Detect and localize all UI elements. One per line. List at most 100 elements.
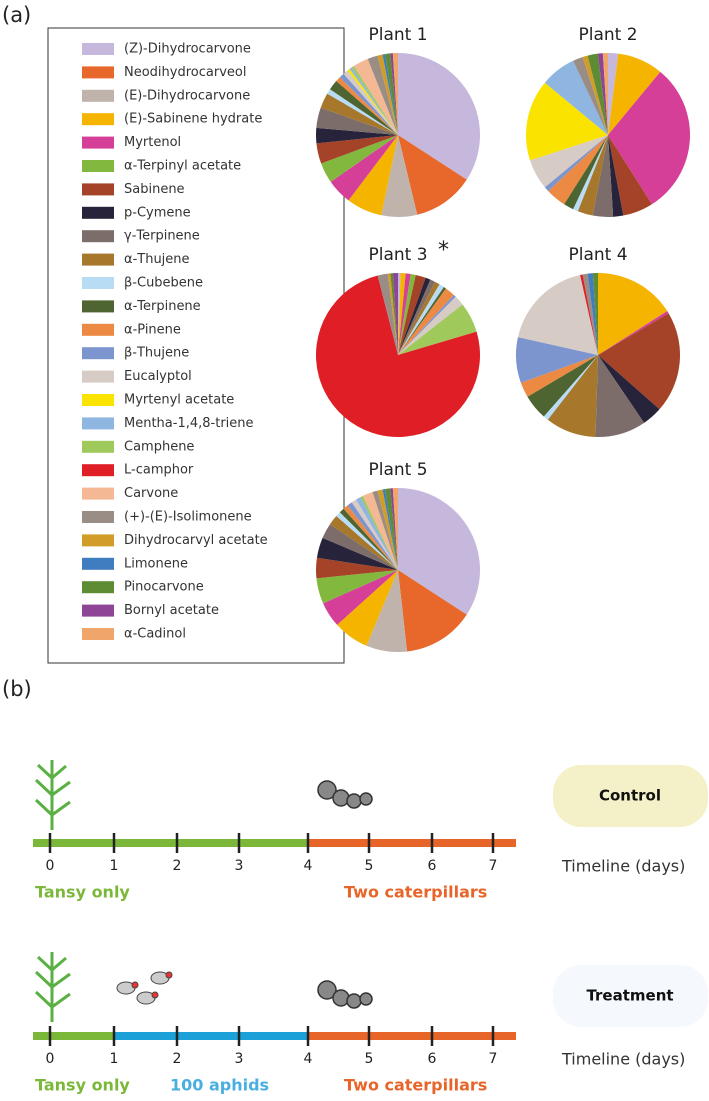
segment-label: 100 aphids (170, 1076, 269, 1095)
pie-slice (398, 273, 401, 355)
legend-swatch (82, 417, 114, 430)
legend-swatch (82, 89, 114, 102)
timeline-segment (308, 839, 516, 847)
pie-slice (316, 557, 398, 579)
timeline-tick-label: 6 (428, 1051, 437, 1067)
pie-slice (347, 502, 398, 570)
timeline-tick-label: 5 (365, 858, 374, 874)
pie-slice (329, 516, 398, 570)
segment-label: Two caterpillars (344, 1076, 487, 1095)
pie-slice (602, 53, 608, 135)
pie-slice (548, 135, 608, 205)
pie-slice (398, 53, 481, 180)
legend-swatch (82, 206, 114, 219)
pie-slice (385, 488, 398, 570)
pie-slice (349, 67, 398, 135)
pie-slice (564, 135, 608, 210)
timeline-tick-label: 1 (110, 1051, 119, 1067)
segment-label: Two caterpillars (344, 883, 487, 902)
legend-label: p-Cymene (124, 205, 191, 220)
pie-slice (398, 304, 477, 355)
pie-slice (347, 68, 398, 135)
pie-slice (336, 512, 398, 570)
pie-slice (327, 89, 398, 135)
legend-swatch (82, 487, 114, 500)
pie-slice (366, 570, 408, 652)
pie-slice (592, 273, 598, 355)
pie-slice (392, 488, 398, 570)
pie-slice (608, 135, 652, 216)
pie-slice (530, 135, 608, 188)
axis-label: Timeline (days) (561, 857, 685, 876)
pie-slice (598, 313, 680, 410)
pie-slice (398, 287, 446, 355)
legend-swatch (82, 183, 114, 196)
timeline-tick-label: 1 (110, 858, 119, 874)
pie-slice (329, 81, 398, 135)
pie-slice (582, 55, 608, 135)
pie-slice (323, 570, 398, 625)
pie-slice (398, 284, 444, 355)
pie-slice (322, 524, 398, 570)
legend-label: L-camphor (124, 463, 194, 478)
pie-slice (372, 490, 398, 570)
pie-slice (598, 273, 668, 355)
pie-slice (336, 77, 398, 135)
pie-slice (360, 495, 398, 570)
pie-slice (351, 65, 398, 135)
timeline-tick-label: 4 (304, 858, 313, 874)
pie-slice (343, 505, 398, 570)
pie-slice (398, 570, 467, 652)
legend-swatch (82, 628, 114, 640)
legend-label: Eucalyptol (124, 369, 192, 384)
legend-swatch (82, 136, 114, 149)
pie-slice (316, 107, 398, 135)
pie-slice (597, 53, 608, 136)
pie-slice (382, 489, 398, 570)
legend-swatch (82, 160, 114, 172)
legend-swatch (82, 534, 114, 547)
pie-slice (398, 288, 454, 355)
legend-label: Dihydrocarvyl acetate (124, 533, 268, 548)
aphid-icon (116, 971, 173, 1005)
legend-label: Mentha-1,4,8-triene (124, 416, 254, 431)
legend-label: Myrtenyl acetate (124, 393, 234, 408)
legend-label: γ-Terpinene (124, 229, 200, 244)
legend-label: (+)-(E)-Isolimonene (124, 510, 252, 525)
timeline-tick-label: 6 (428, 858, 437, 874)
pie-slice (547, 355, 598, 437)
timeline-tick-label: 2 (173, 858, 182, 874)
pie-slice (398, 277, 431, 355)
pie-slice (398, 281, 440, 355)
panel-label: (b) (2, 677, 32, 701)
legend-label: α-Terpinene (124, 299, 201, 314)
row-label: Control (599, 787, 661, 805)
pie-slice (316, 135, 398, 164)
pie-slice (598, 311, 669, 355)
legend-swatch (82, 440, 114, 453)
pie-slice (351, 499, 398, 570)
pie-slice (367, 55, 398, 135)
timeline-tick-label: 3 (235, 858, 244, 874)
legend-swatch (82, 277, 114, 289)
legend-swatch (82, 347, 114, 360)
panel-label: (a) (2, 3, 31, 27)
pie-slice (321, 135, 398, 182)
pie-title: Plant 1 (368, 25, 427, 45)
legend-label: Bornyl acetate (124, 603, 219, 618)
pie-slice (398, 296, 463, 355)
pie-slice (339, 508, 398, 570)
timeline-tick-label: 0 (46, 858, 55, 874)
pie-slice (377, 273, 398, 355)
caterpillar-icon (317, 980, 373, 1009)
timeline-tick-label: 5 (365, 1051, 374, 1067)
pie-slice (343, 70, 398, 135)
pie-slice (398, 273, 411, 355)
pie-slice (398, 279, 436, 355)
pie-slice (526, 82, 608, 161)
pie-slice (587, 273, 598, 355)
legend-label: (E)-Dihydrocarvone (124, 88, 250, 103)
treatment-pill (553, 965, 708, 1027)
pie-title: Plant 2 (578, 25, 637, 45)
